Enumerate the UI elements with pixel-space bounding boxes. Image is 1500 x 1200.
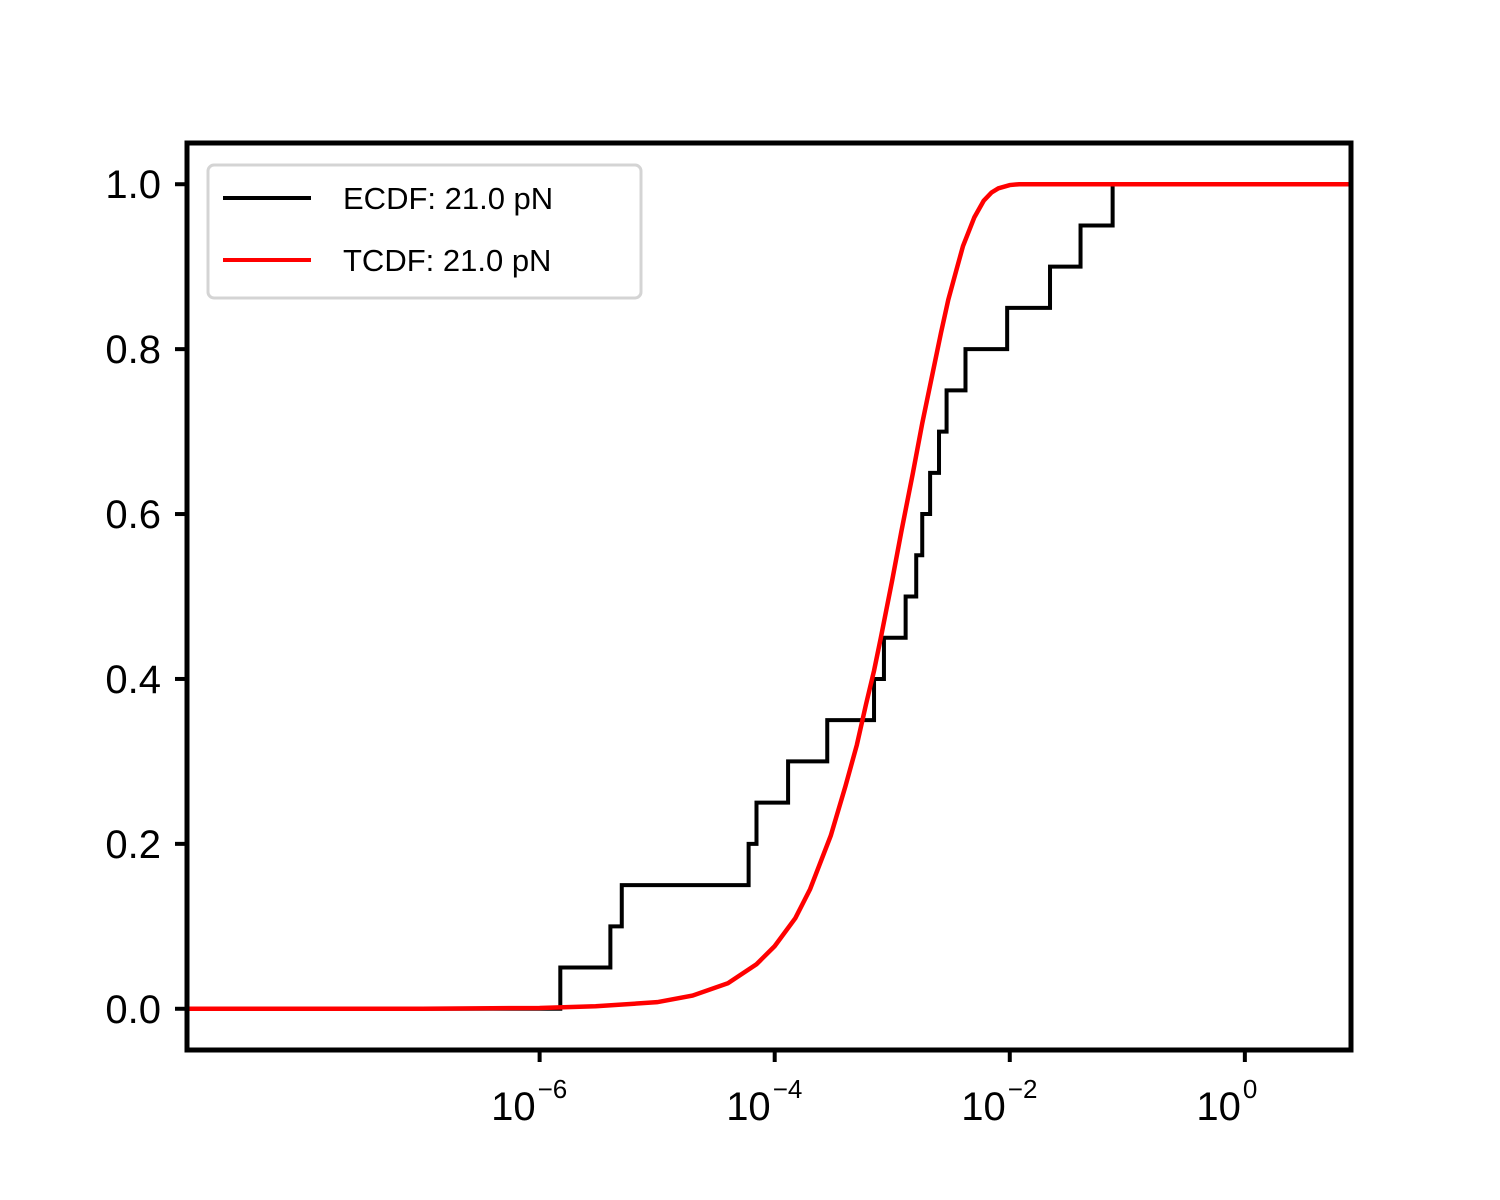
legend-label: TCDF: 21.0 pN bbox=[343, 243, 551, 278]
y-tick-label: 0.6 bbox=[105, 493, 161, 537]
y-tick-label: 0.2 bbox=[105, 823, 161, 867]
x-tick-label: 10 −2 bbox=[961, 1074, 1037, 1129]
series-layer bbox=[187, 181, 1351, 1012]
y-tick-label: 0.4 bbox=[105, 658, 161, 702]
x-tick-exponent: −4 bbox=[773, 1074, 803, 1104]
x-tick-base: 10 bbox=[1196, 1085, 1241, 1129]
y-tick-label: 0.0 bbox=[105, 988, 161, 1032]
y-tick-label: 1.0 bbox=[105, 163, 161, 207]
x-tick-exponent: −2 bbox=[1008, 1074, 1038, 1104]
x-tick-base: 10 bbox=[491, 1085, 536, 1129]
legend-label: ECDF: 21.0 pN bbox=[343, 181, 553, 216]
x-tick-base: 10 bbox=[726, 1085, 771, 1129]
ecdf-series-line bbox=[187, 182, 1351, 1011]
legend: ECDF: 21.0 pN TCDF: 21.0 pN bbox=[206, 163, 643, 300]
x-axis: 10 −6 10 −4 10 −2 10 0 bbox=[491, 1050, 1257, 1129]
y-axis: 0.0 0.2 0.4 0.6 0.8 1.0 bbox=[105, 163, 187, 1032]
x-tick-label: 10 −6 bbox=[491, 1074, 567, 1129]
x-tick-label: 10 −4 bbox=[726, 1074, 802, 1129]
x-tick-exponent: −6 bbox=[538, 1074, 568, 1104]
y-tick-label: 0.8 bbox=[105, 328, 161, 372]
x-tick-label: 10 0 bbox=[1196, 1074, 1257, 1129]
legend-box bbox=[206, 163, 643, 300]
x-tick-base: 10 bbox=[961, 1085, 1006, 1129]
plot-frame bbox=[184, 140, 1354, 1053]
x-tick-exponent: 0 bbox=[1243, 1074, 1257, 1104]
tcdf-series-line bbox=[187, 181, 1351, 1012]
